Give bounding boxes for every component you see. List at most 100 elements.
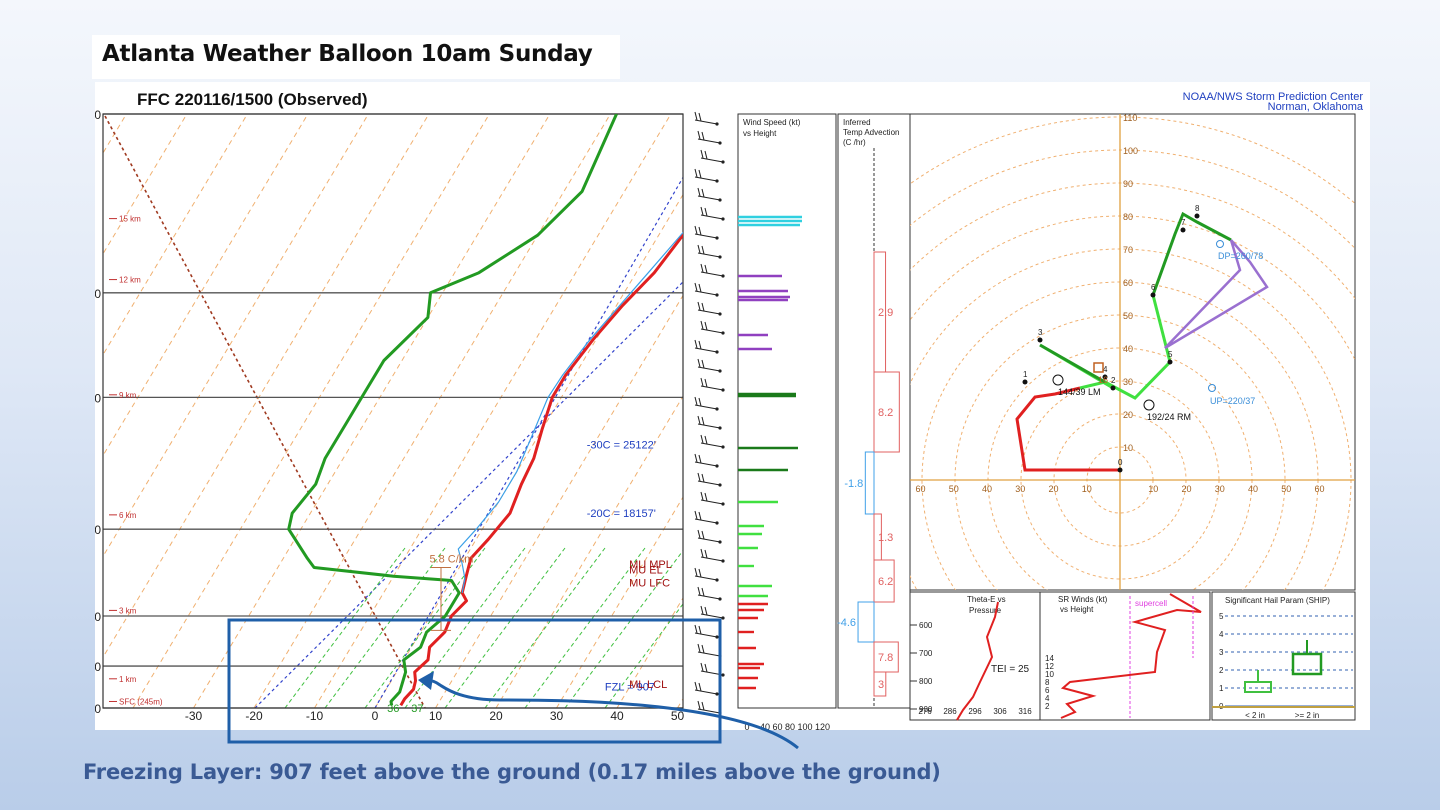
wind-barb-flag [698, 340, 702, 350]
pressure-label-100: 100 [95, 108, 101, 122]
wind-barb-dot [715, 293, 719, 297]
wind-barb-dot [718, 141, 722, 145]
sr-winds-ylabel: 10 [1045, 670, 1054, 679]
parcel-line-1 [254, 281, 683, 708]
temp-tick-20: 20 [489, 709, 503, 723]
sr-winds-frame [1039, 591, 1211, 721]
sr-winds-ylabel: 4 [1045, 694, 1050, 703]
wind-barb-flag [700, 263, 704, 273]
wind-barb-dot [721, 445, 725, 449]
hodo-point-label: 3 [1038, 328, 1043, 337]
wind-barb-flag [700, 206, 704, 216]
wind-barb-dot [718, 255, 722, 259]
temp-adv-bar [864, 451, 875, 515]
skewt-annotation: MU EL [629, 565, 663, 577]
hodo-lm-marker [1052, 374, 1064, 386]
hodo-label: 144/39 LM [1058, 387, 1101, 397]
wind-barb-staff [694, 290, 718, 296]
wind-barb-flag [700, 605, 704, 615]
wind-barb-flag [700, 434, 704, 444]
wind-barb-dot [721, 388, 725, 392]
hodo-up-marker [1208, 384, 1216, 392]
wind-barb-flag [698, 625, 702, 635]
wind-barb-flag [704, 207, 708, 217]
wind-barb-staff [700, 556, 724, 562]
wind-barb-staff [694, 233, 718, 239]
wind-barb-staff [694, 518, 718, 524]
pressure-label-200: 200 [95, 287, 101, 301]
isotherm [193, 114, 551, 708]
wind-barb-flag [694, 282, 698, 292]
wind-barb-flag [698, 112, 702, 122]
wind-barb-dot [715, 236, 719, 240]
hodo-x-label: 30 [1215, 484, 1225, 494]
hodo-x-label: 10 [1082, 484, 1092, 494]
temp-tick--10: -10 [306, 709, 324, 723]
wind-barb-staff [700, 499, 724, 505]
hodo-trace-3-6 [1079, 294, 1172, 400]
theta-e-ylabel: 700 [919, 649, 933, 658]
wind-barb-flag [694, 681, 698, 691]
wind-barb-staff [694, 347, 718, 353]
wind-barb-flag [704, 321, 708, 331]
hodo-point [1167, 359, 1173, 365]
wind-barb-flag [697, 187, 701, 197]
hodo-ring-label: 40 [1123, 344, 1133, 354]
hodo-point-label: 7 [1181, 218, 1186, 227]
theta-e-title-1: Theta-E vs [967, 595, 1006, 604]
hodo-x-label: 30 [1015, 484, 1025, 494]
wind-barb-flag [700, 662, 704, 672]
wind-barb-dot [715, 350, 719, 354]
theta-e-xlabel: 296 [968, 707, 982, 716]
wind-barb-flag [701, 644, 705, 654]
wind-barb-flag [697, 643, 701, 653]
wind-barb-dot [715, 464, 719, 468]
wind-barb-flag [704, 150, 708, 160]
mixing-ratio-line [484, 547, 606, 708]
hodo-x-label: 40 [982, 484, 992, 494]
hodo-x-label: 20 [1181, 484, 1191, 494]
wind-barb-dot [718, 198, 722, 202]
isotherm [435, 294, 683, 708]
wind-barb-staff [694, 575, 718, 581]
wind-barb-flag [704, 606, 708, 616]
wind-barb-staff [700, 214, 724, 220]
wind-barb-flag [694, 339, 698, 349]
height-label: 6 km [119, 511, 137, 520]
hodo-label: 192/24 RM [1147, 412, 1191, 422]
pressure-label-300: 300 [95, 391, 101, 405]
hodo-trace-6-8 [1151, 211, 1232, 296]
isotherm [103, 114, 248, 356]
isotherm [103, 114, 309, 457]
wind-barb-staff [694, 689, 718, 695]
hodo-ring-label: 10 [1123, 443, 1133, 453]
wind-barb-flag [704, 492, 708, 502]
hodo-point-label: 6 [1151, 283, 1156, 292]
temp-tick-40: 40 [610, 709, 624, 723]
hodo-x-label: 50 [949, 484, 959, 494]
wind-barbs [694, 111, 725, 715]
sr-winds-title-2: vs Height [1060, 605, 1094, 614]
wind-barb-dot [721, 673, 725, 677]
skewt-annotation: 5.8 C/km [429, 553, 473, 565]
profile-line-1 [457, 231, 683, 594]
ship-title: Significant Hail Param (SHIP) [1225, 596, 1330, 605]
wind-barb-staff [700, 613, 724, 619]
wind-barb-flag [704, 663, 708, 673]
temp-tick-50: 50 [671, 709, 685, 723]
wind-barb-dot [718, 597, 722, 601]
wind-barb-staff [697, 309, 721, 315]
wind-barb-staff [697, 537, 721, 543]
isotherm [253, 114, 611, 708]
wind-barb-dot [718, 426, 722, 430]
hodo-point [1117, 467, 1123, 473]
hodo-rm-marker [1143, 399, 1155, 411]
wind-barb-staff [697, 195, 721, 201]
wind-barb-dot [718, 540, 722, 544]
sr-winds-ylabel: 12 [1045, 662, 1054, 671]
pressure-label-700: 700 [95, 610, 101, 624]
wind-barb-dot [721, 217, 725, 221]
hodo-label: DP=260/78 [1218, 251, 1263, 261]
hodo-point [1180, 227, 1186, 233]
